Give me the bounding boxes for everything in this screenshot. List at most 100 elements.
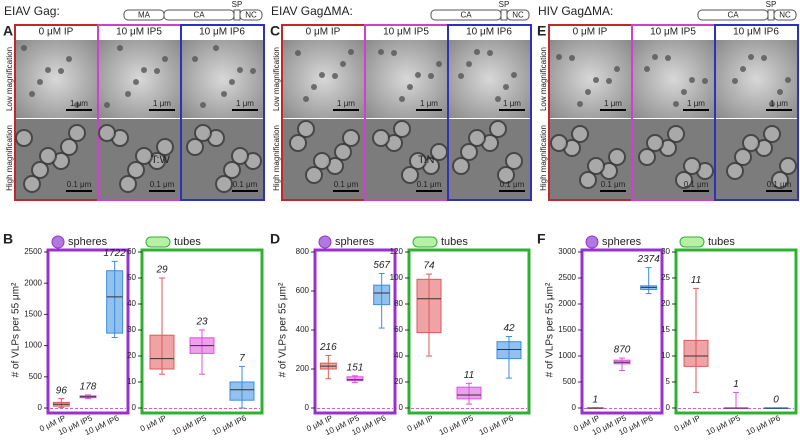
particle: [569, 55, 575, 61]
scale-bar-label: 1 μm: [420, 99, 438, 108]
particle: [644, 66, 650, 72]
y-tick-label: 25: [661, 273, 670, 282]
y-tick-label: 2000: [24, 278, 42, 287]
x-tick-label: 0 μM IP: [673, 414, 702, 434]
particle: [732, 78, 738, 84]
annotation: T:W: [151, 154, 171, 166]
domain-label: NC: [245, 11, 257, 20]
y-tick-label: 1500: [558, 325, 576, 334]
box: [229, 381, 255, 401]
domain-box: [767, 9, 775, 21]
box: [106, 270, 124, 334]
particle: [127, 161, 145, 179]
particle: [237, 67, 243, 73]
particle: [401, 166, 419, 184]
particle: [550, 134, 568, 152]
legend-label: spheres: [335, 236, 375, 248]
domain-label: CA: [193, 11, 205, 20]
mean-label: 1: [733, 379, 739, 390]
particle: [428, 73, 434, 79]
particle: [162, 56, 168, 62]
scale-bar-label: 1 μm: [70, 99, 88, 108]
particle: [194, 124, 212, 142]
particle: [311, 84, 317, 90]
particle: [141, 67, 147, 73]
plot-frame: [46, 248, 130, 415]
scale-bar-label: 0.1 μm: [334, 180, 359, 189]
particle: [98, 124, 116, 142]
particle: [785, 77, 791, 83]
particle: [487, 50, 493, 56]
domain-label: SP: [766, 0, 777, 9]
x-tick-label: 10 μM IP6: [478, 413, 515, 437]
y-tick-label: 0: [399, 403, 404, 412]
domain-box: [239, 9, 263, 21]
row-label: High magnification: [539, 125, 548, 191]
box: [346, 376, 364, 382]
scale-bar-label: 1 μm: [687, 99, 705, 108]
condition-label: 10 μM IP5: [116, 27, 162, 38]
particle: [319, 72, 325, 78]
scale-bar-label: 1 μm: [770, 99, 788, 108]
construct-label: EIAV Gag:: [4, 4, 60, 18]
particle: [675, 171, 693, 189]
panel-letter: C: [270, 23, 280, 39]
panel-letter: D: [270, 231, 280, 247]
particle: [415, 72, 421, 78]
domain-box: [233, 9, 241, 21]
particle: [229, 79, 235, 85]
domain-label: SP: [232, 0, 243, 9]
y-tick-label: 500: [29, 372, 43, 381]
mean-label: 1722: [104, 248, 127, 259]
legend-label: tubes: [441, 236, 468, 248]
particle: [213, 45, 219, 51]
particle: [665, 55, 671, 61]
panel-letter: B: [3, 231, 13, 247]
micrograph: [182, 40, 263, 118]
particle: [452, 157, 470, 175]
particle: [186, 138, 204, 156]
particle: [58, 68, 64, 74]
particle: [391, 50, 397, 56]
particle: [579, 171, 597, 189]
plot-frame: [407, 248, 531, 415]
y-tick-label: 0: [132, 403, 137, 412]
domain-label: CA: [727, 11, 739, 20]
particle: [334, 143, 352, 161]
particle: [23, 175, 41, 193]
micrograph: [99, 40, 180, 118]
particle: [21, 45, 27, 51]
mean-label: 1: [593, 394, 599, 405]
y-tick-label: 80: [394, 299, 403, 308]
particle: [748, 54, 754, 60]
particle: [60, 138, 78, 156]
particle: [125, 91, 131, 97]
particle: [769, 101, 775, 107]
mean-label: 216: [319, 342, 337, 353]
condition-label: 10 μM IP6: [733, 27, 779, 38]
particle: [74, 102, 80, 108]
domain-box: [773, 9, 797, 21]
particle: [31, 161, 49, 179]
y-tick-label: 30: [127, 325, 136, 334]
legend-icon: [585, 235, 599, 249]
scale-bar-label: 0.1 μm: [233, 180, 258, 189]
legend-icon: [412, 236, 438, 248]
particle: [37, 79, 43, 85]
particle: [683, 157, 701, 175]
y-tick-label: 2000: [558, 299, 576, 308]
particle: [577, 101, 583, 107]
particle: [39, 147, 57, 165]
x-tick-label: 10 μM IP5: [705, 413, 742, 437]
y-tick-label: 1500: [24, 310, 42, 319]
particle: [779, 157, 797, 175]
construct-label: EIAV GagΔMA:: [271, 4, 353, 18]
scale-bar-label: 0.1 μm: [500, 180, 525, 189]
legend-label: spheres: [602, 236, 642, 248]
plot-frame: [580, 248, 664, 415]
y-tick-label: 50: [127, 273, 136, 282]
y-tick-label: 10: [127, 377, 136, 386]
mean-label: 567: [373, 260, 390, 271]
legend-label: tubes: [708, 236, 735, 248]
domain-label: CA: [460, 11, 472, 20]
